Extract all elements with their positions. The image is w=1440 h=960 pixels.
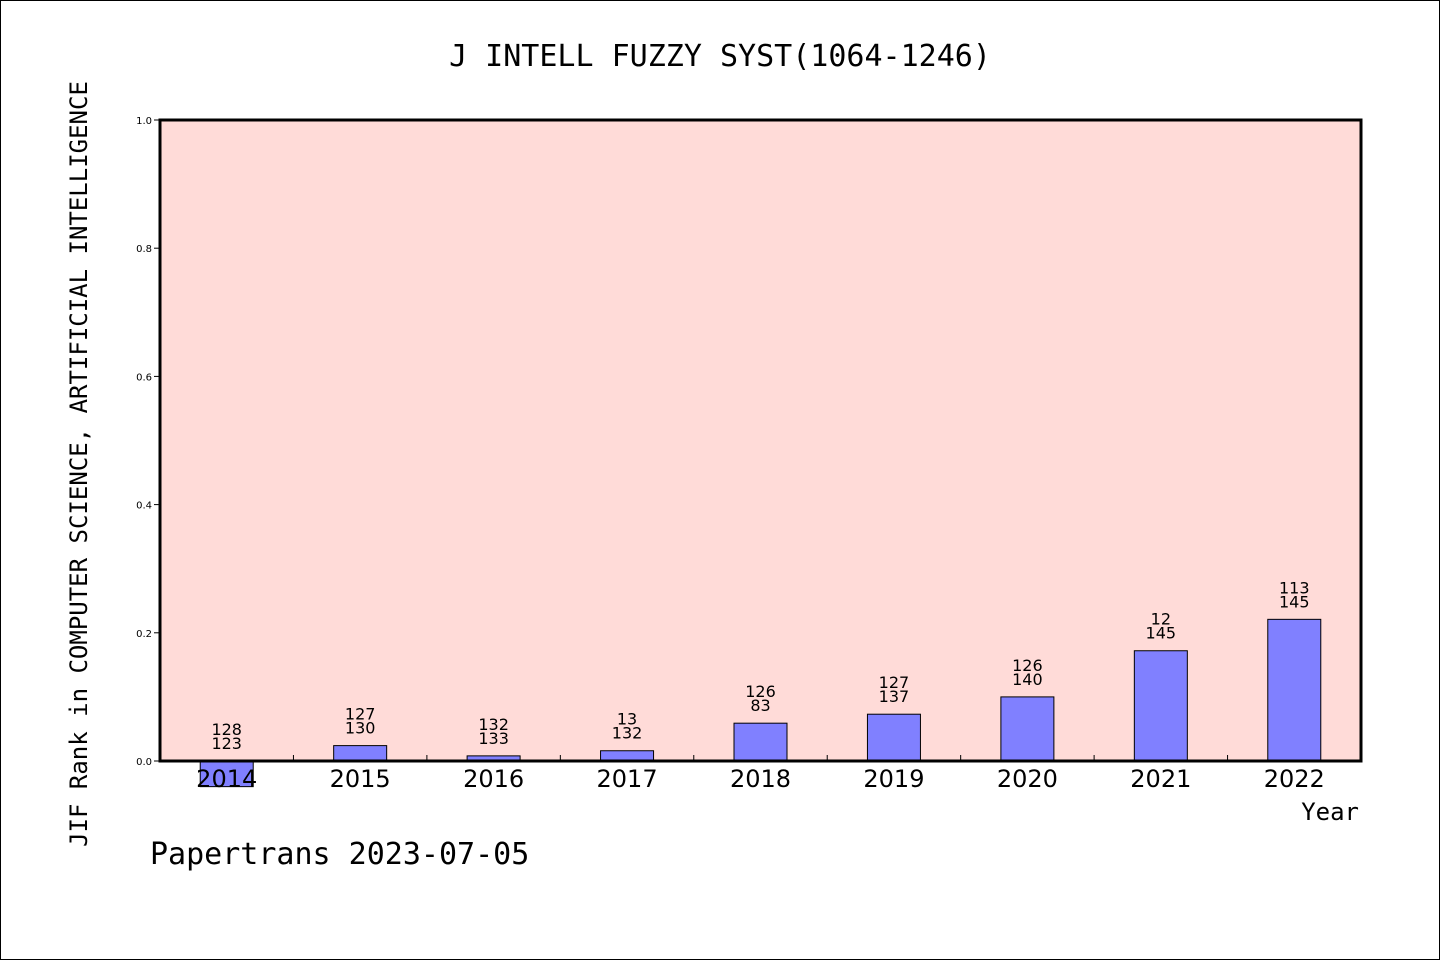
x-tick-label: 2017 bbox=[597, 765, 658, 793]
bar-total-label: 83 bbox=[750, 696, 770, 715]
bar-rank-label: 13 bbox=[617, 710, 637, 729]
y-tick-label: 0.8 bbox=[136, 244, 152, 255]
x-tick-label: 2019 bbox=[863, 765, 924, 793]
x-tick-label: 2015 bbox=[330, 765, 391, 793]
bar-series bbox=[199, 618, 1322, 788]
x-tick-label: 2014 bbox=[196, 765, 257, 793]
bar-total-label: 133 bbox=[478, 729, 509, 748]
bar-2019 bbox=[866, 713, 921, 762]
bar-rank-label: 127 bbox=[879, 673, 910, 692]
bar-2015 bbox=[333, 745, 388, 762]
bar-total-label: 137 bbox=[879, 687, 910, 706]
y-tick-label: 0.0 bbox=[136, 757, 152, 768]
x-tick-label: 2018 bbox=[730, 765, 791, 793]
bar-rank-label: 132 bbox=[478, 715, 509, 734]
y-tick-label: 0.4 bbox=[136, 501, 152, 512]
bar-total-label: 132 bbox=[612, 724, 643, 743]
bar-rank-label: 128 bbox=[211, 720, 242, 739]
plot-border bbox=[158, 118, 1363, 763]
y-tick-label: 0.2 bbox=[136, 629, 152, 640]
bar-2018 bbox=[733, 722, 788, 762]
bar-2021 bbox=[1133, 650, 1188, 762]
y-axis-label: JIF Rank in COMPUTER SCIENCE, ARTIFICIAL… bbox=[65, 81, 93, 847]
bar-2022 bbox=[1267, 618, 1322, 762]
bar-rank-label: 12 bbox=[1151, 610, 1171, 629]
bar-rank-label: 126 bbox=[745, 682, 776, 701]
y-tick-label: 0.6 bbox=[136, 372, 152, 383]
bar-rank-label: 113 bbox=[1279, 578, 1310, 597]
y-axis-ticks: 0.0 0.2 0.4 0.6 0.8 1.0 bbox=[136, 116, 160, 768]
y-tick-label: 1.0 bbox=[136, 116, 152, 127]
bar-rank-label: 126 bbox=[1012, 656, 1043, 675]
x-tick-label: 2016 bbox=[463, 765, 524, 793]
watermark-text: Papertrans 2023-07-05 bbox=[150, 837, 529, 872]
bar-total-label: 123 bbox=[211, 734, 242, 753]
chart-title: J INTELL FUZZY SYST(1064-1246) bbox=[449, 39, 991, 74]
x-axis-ticks: 2014 2015 2016 2017 2018 2019 2020 2021 2022 bbox=[196, 755, 1325, 793]
bar-total-label: 145 bbox=[1279, 592, 1310, 611]
x-axis-label: Year bbox=[1301, 798, 1359, 826]
bar-2017 bbox=[600, 750, 655, 762]
x-tick-label: 2020 bbox=[997, 765, 1058, 793]
bar-2020 bbox=[1000, 696, 1055, 762]
bar-rank-label: 127 bbox=[345, 705, 376, 724]
x-tick-label: 2021 bbox=[1130, 765, 1191, 793]
bar-total-label: 130 bbox=[345, 719, 376, 738]
bar-total-label: 145 bbox=[1146, 624, 1177, 643]
bar-total-label: 140 bbox=[1012, 670, 1043, 689]
x-tick-label: 2022 bbox=[1264, 765, 1325, 793]
